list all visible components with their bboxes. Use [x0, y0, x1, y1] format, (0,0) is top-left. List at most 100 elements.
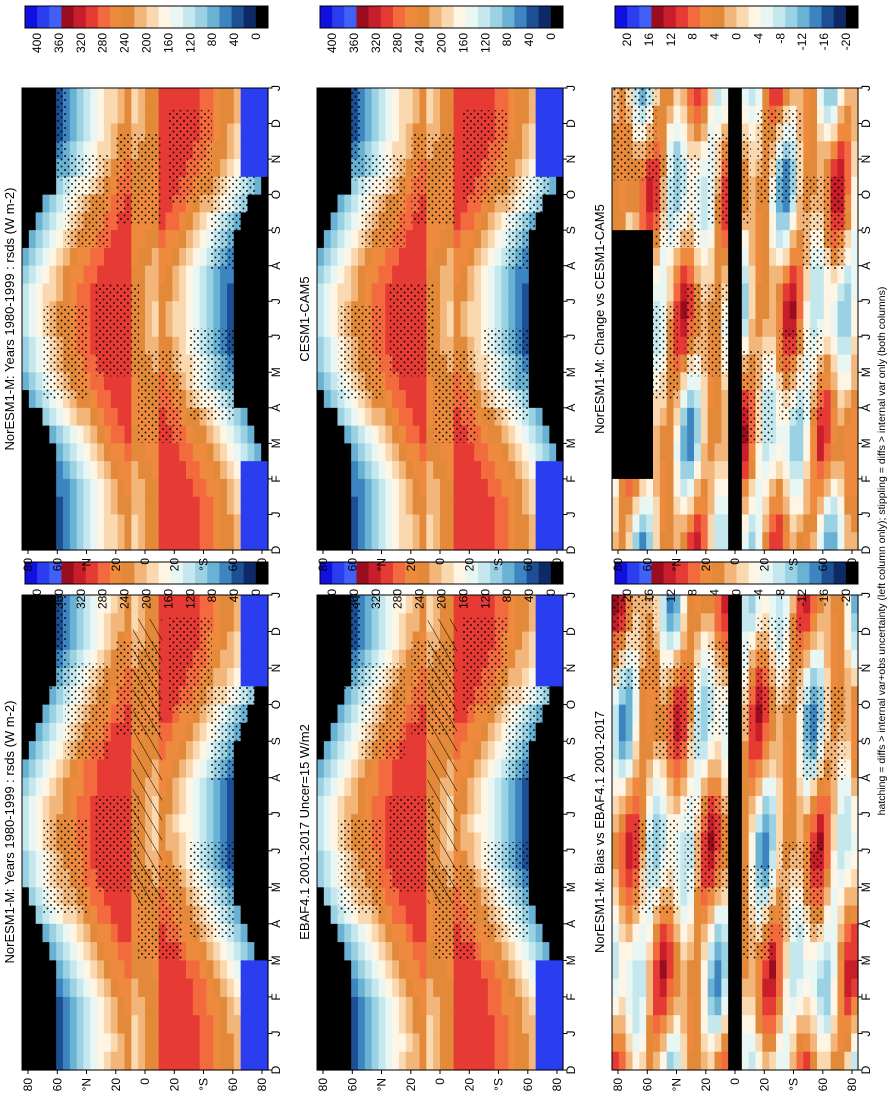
heatmap-cell — [138, 266, 145, 284]
heatmap-cell — [324, 869, 331, 888]
heatmap-cell — [515, 497, 522, 515]
heatmap-cell — [365, 1052, 372, 1071]
colorbar-label: 280 — [391, 33, 405, 53]
heatmap-cell — [84, 514, 91, 532]
heatmap-cell — [131, 106, 138, 124]
heatmap-cell — [90, 497, 97, 515]
heatmap-cell — [261, 301, 268, 319]
heatmap-cell — [331, 833, 338, 852]
heatmap-cell — [22, 979, 29, 998]
heatmap-cell — [474, 230, 481, 248]
heatmap-cell — [522, 532, 529, 550]
heatmap-cell — [338, 960, 345, 979]
heatmap-cell — [193, 759, 200, 778]
heatmap-cell — [543, 514, 550, 532]
heatmap-cell — [131, 88, 138, 106]
heatmap-cell — [508, 514, 515, 532]
heatmap-cell — [200, 230, 207, 248]
heatmap-cell — [756, 979, 763, 998]
heatmap-cell — [619, 1015, 626, 1034]
heatmap-cell — [674, 960, 681, 979]
heatmap-cell — [440, 230, 447, 248]
heatmap-cell — [172, 979, 179, 998]
heatmap-cell — [152, 1052, 159, 1071]
heatmap-cell — [556, 869, 563, 888]
colorbar-swatch — [356, 6, 369, 28]
heatmap-cell — [536, 1033, 543, 1052]
heatmap-cell — [529, 668, 536, 687]
heatmap-cell — [633, 960, 640, 979]
heatmap-cell — [261, 1015, 268, 1034]
heatmap-cell — [213, 814, 220, 833]
heatmap-cell — [543, 141, 550, 159]
heatmap-cell — [29, 372, 36, 390]
lat-tick-label: 0 — [433, 558, 447, 565]
heatmap-cell — [735, 759, 742, 778]
heatmap-cell — [241, 833, 248, 852]
heatmap-cell — [399, 1015, 406, 1034]
month-tick-label: A — [269, 774, 283, 782]
month-tick-label: O — [269, 700, 283, 709]
heatmap-cell — [529, 88, 536, 106]
heatmap-cell — [783, 796, 790, 815]
heatmap-cell — [372, 514, 379, 532]
heatmap-cell — [207, 532, 214, 550]
heatmap-cell — [481, 443, 488, 461]
lat-tick-label: 0 — [138, 558, 152, 565]
heatmap-cell — [447, 1015, 454, 1034]
heatmap-cell — [694, 906, 701, 925]
heatmap-cell — [529, 814, 536, 833]
heatmap-cell — [125, 266, 132, 284]
heatmap-cell — [104, 759, 111, 778]
heatmap-cell — [207, 814, 214, 833]
heatmap-cell — [213, 979, 220, 998]
heatmap-cell — [522, 650, 529, 669]
heatmap-cell — [556, 124, 563, 142]
heatmap-cell — [646, 705, 653, 724]
heatmap-cell — [84, 778, 91, 797]
heatmap-cell — [454, 461, 461, 479]
heatmap-cell — [392, 124, 399, 142]
heatmap-cell — [234, 668, 241, 687]
heatmap-cell — [481, 426, 488, 444]
heatmap-cell — [248, 88, 255, 106]
heatmap-cell — [515, 124, 522, 142]
lat-tick-label: 80 — [550, 558, 564, 572]
month-tick-label: N — [269, 155, 283, 164]
heatmap-cell — [172, 212, 179, 230]
colorbar-label: 80 — [500, 589, 514, 603]
heatmap-cell — [179, 532, 186, 550]
heatmap-cell — [331, 514, 338, 532]
heatmap-cell — [392, 390, 399, 408]
heatmap-cell — [234, 796, 241, 815]
heatmap-cell — [522, 1015, 529, 1034]
heatmap-cell — [674, 979, 681, 998]
heatmap-cell — [344, 979, 351, 998]
heatmap-cell — [399, 632, 406, 651]
heatmap-cell — [372, 613, 379, 632]
heatmap-cell — [522, 942, 529, 961]
heatmap-cell — [193, 796, 200, 815]
lat-tick-label: 20 — [109, 1078, 123, 1092]
heatmap-cell — [447, 88, 454, 106]
heatmap-cell — [331, 778, 338, 797]
heatmap-cell — [508, 426, 515, 444]
heatmap-cell — [556, 319, 563, 337]
heatmap-cell — [556, 924, 563, 943]
heatmap-cell — [549, 979, 556, 998]
colorbar-label: 40 — [227, 589, 241, 603]
heatmap-cell — [193, 266, 200, 284]
heatmap-cell — [248, 942, 255, 961]
heatmap-cell — [338, 1052, 345, 1071]
month-tick-label: D — [269, 1065, 283, 1074]
lat-tick-label: °S — [492, 558, 506, 571]
heatmap-cell — [104, 997, 111, 1016]
heatmap-cell — [626, 1015, 633, 1034]
heatmap-cell — [261, 212, 268, 230]
heatmap-cell — [84, 408, 91, 426]
heatmap-cell — [742, 814, 749, 833]
heatmap-cell — [179, 741, 186, 760]
heatmap-cell — [461, 248, 468, 266]
heatmap-cell — [234, 319, 241, 337]
heatmap-cell — [508, 942, 515, 961]
